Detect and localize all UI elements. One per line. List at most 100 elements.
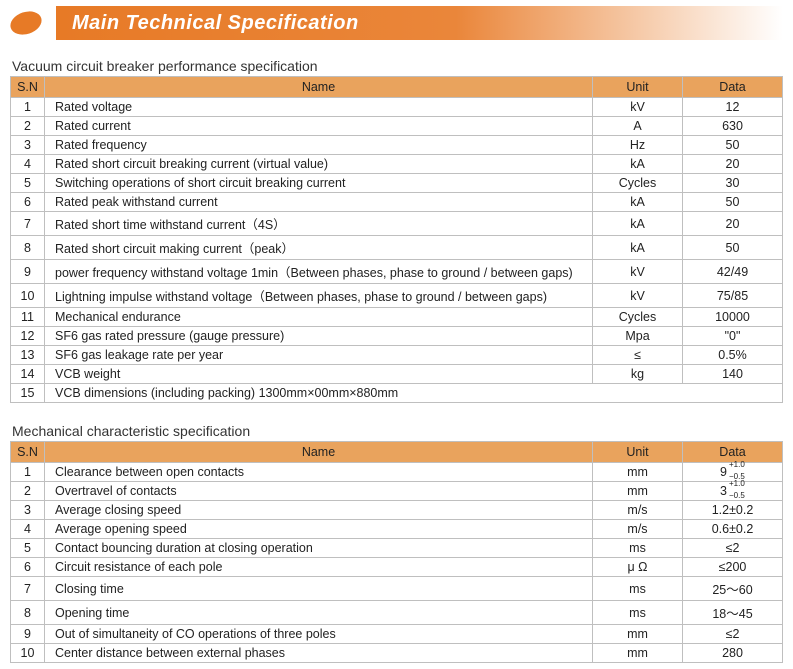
table-row: 7Closing timems25～60 [11,577,783,601]
cell-unit: kA [593,193,683,212]
table-row: 14VCB weightkg140 [11,365,783,384]
table-row: 9Out of simultaneity of CO operations of… [11,625,783,644]
cell-unit: mm [593,463,683,482]
cell-sn: 4 [11,520,45,539]
cell-unit: mm [593,644,683,663]
table-row: 15VCB dimensions (including packing) 130… [11,384,783,403]
cell-data: 30 [683,174,783,193]
cell-name: Opening time [45,601,593,625]
cell-unit: Mpa [593,327,683,346]
cell-sn: 6 [11,558,45,577]
cell-sn: 15 [11,384,45,403]
cell-sn: 10 [11,644,45,663]
cell-data: 280 [683,644,783,663]
cell-data: 140 [683,365,783,384]
cell-data: ≤2 [683,625,783,644]
cell-sn: 8 [11,601,45,625]
table-row: 10Lightning impulse withstand voltage（Be… [11,284,783,308]
cell-name: Circuit resistance of each pole [45,558,593,577]
cell-name: Rated short circuit making current（peak） [45,236,593,260]
cell-name: Overtravel of contacts [45,482,593,501]
cell-sn: 5 [11,174,45,193]
spec-table-2: S.N Name Unit Data 1Clearance between op… [10,441,783,663]
table-row: 8Opening timems18～45 [11,601,783,625]
table-header-row: S.N Name Unit Data [11,442,783,463]
cell-sn: 8 [11,236,45,260]
table-row: 3Rated frequencyHz50 [11,136,783,155]
cell-unit: kA [593,212,683,236]
cell-name: VCB weight [45,365,593,384]
table-row: 5Contact bouncing duration at closing op… [11,539,783,558]
th-sn: S.N [11,442,45,463]
table-row: 5Switching operations of short circuit b… [11,174,783,193]
table-row: 8Rated short circuit making current（peak… [11,236,783,260]
page-title: Main Technical Specification [56,6,783,40]
cell-name: SF6 gas leakage rate per year [45,346,593,365]
th-sn: S.N [11,77,45,98]
table-row: 1Rated voltagekV12 [11,98,783,117]
th-name: Name [45,442,593,463]
cell-name: Rated short circuit breaking current (vi… [45,155,593,174]
cell-sn: 9 [11,625,45,644]
cell-unit: kg [593,365,683,384]
cell-unit: ms [593,539,683,558]
cell-sn: 3 [11,501,45,520]
cell-data: 0.5% [683,346,783,365]
cell-sn: 7 [11,577,45,601]
cell-data: 630 [683,117,783,136]
cell-unit: mm [593,625,683,644]
cell-data: 20 [683,212,783,236]
table-row: 11Mechanical enduranceCycles10000 [11,308,783,327]
cell-name: SF6 gas rated pressure (gauge pressure) [45,327,593,346]
cell-unit: kV [593,98,683,117]
cell-sn: 2 [11,482,45,501]
cell-unit: μ Ω [593,558,683,577]
cell-unit: m/s [593,501,683,520]
cell-unit: Hz [593,136,683,155]
cell-data: 18～45 [683,601,783,625]
cell-unit: A [593,117,683,136]
cell-data: 1.2±0.2 [683,501,783,520]
cell-data: "0" [683,327,783,346]
cell-name: Contact bouncing duration at closing ope… [45,539,593,558]
th-data: Data [683,77,783,98]
cell-data: 12 [683,98,783,117]
cell-sn: 12 [11,327,45,346]
title-bar: Main Technical Specification [10,6,783,40]
table-row: 4Average opening speedm/s0.6±0.2 [11,520,783,539]
section-title-2: Mechanical characteristic specification [12,423,783,439]
cell-unit: kA [593,155,683,174]
cell-unit: kV [593,260,683,284]
cell-name: Rated frequency [45,136,593,155]
cell-name: Clearance between open contacts [45,463,593,482]
table-row: 1Clearance between open contactsmm9+1.0−… [11,463,783,482]
cell-name: Mechanical endurance [45,308,593,327]
cell-data: 3+1.0−0.5 [683,482,783,501]
cell-sn: 1 [11,463,45,482]
cell-data: 50 [683,193,783,212]
cell-name: Average opening speed [45,520,593,539]
cell-unit: ms [593,577,683,601]
cell-name: Lightning impulse withstand voltage（Betw… [45,284,593,308]
cell-data: 42/49 [683,260,783,284]
cell-sn: 4 [11,155,45,174]
cell-unit: m/s [593,520,683,539]
cell-sn: 1 [11,98,45,117]
cell-name: Rated short time withstand current（4S） [45,212,593,236]
table-row: 12SF6 gas rated pressure (gauge pressure… [11,327,783,346]
cell-unit: ≤ [593,346,683,365]
table-row: 9power frequency withstand voltage 1min（… [11,260,783,284]
cell-name: Center distance between external phases [45,644,593,663]
cell-unit: Cycles [593,308,683,327]
cell-unit: Cycles [593,174,683,193]
table-row: 3Average closing speedm/s1.2±0.2 [11,501,783,520]
cell-name: Rated current [45,117,593,136]
cell-unit: ms [593,601,683,625]
table-row: 2Overtravel of contactsmm3+1.0−0.5 [11,482,783,501]
cell-name: Rated voltage [45,98,593,117]
cell-unit: mm [593,482,683,501]
cell-sn: 9 [11,260,45,284]
cell-data: 0.6±0.2 [683,520,783,539]
cell-sn: 11 [11,308,45,327]
cell-data: ≤200 [683,558,783,577]
